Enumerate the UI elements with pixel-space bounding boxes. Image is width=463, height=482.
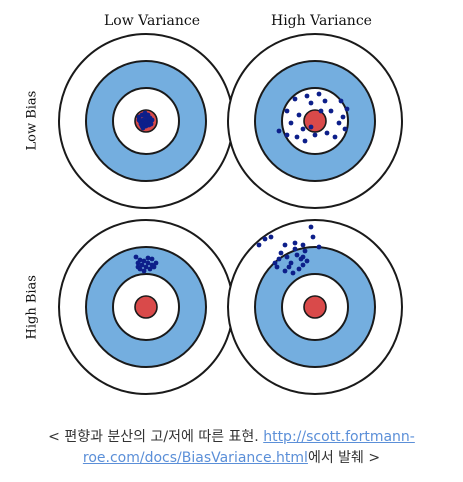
shot-dot	[300, 126, 306, 132]
shot-dot	[286, 264, 292, 270]
shot-dot	[140, 125, 146, 131]
caption: < 편향과 분산의 고/저에 따른 표현. http://scott.fortm…	[0, 427, 463, 469]
shot-dot	[344, 106, 350, 112]
shot-dot	[292, 246, 298, 252]
shot-dot	[328, 108, 334, 114]
shot-dot	[147, 266, 153, 272]
shot-dot	[296, 112, 302, 118]
bullseye	[303, 295, 327, 319]
shot-dot	[294, 252, 300, 258]
shot-dot	[300, 262, 306, 268]
target-high-bias-low-variance	[58, 219, 234, 395]
shot-dot	[296, 266, 302, 272]
shot-dot	[318, 108, 324, 114]
shot-dot	[284, 132, 290, 138]
shot-dot	[282, 242, 288, 248]
shot-dot	[153, 260, 159, 266]
shot-dot	[149, 117, 155, 123]
shot-dot	[336, 120, 342, 126]
shot-dot	[135, 264, 141, 270]
shot-dot	[145, 255, 151, 261]
shot-dot	[276, 256, 282, 262]
shot-dot	[316, 91, 322, 97]
bullseye	[134, 295, 158, 319]
shot-dot	[139, 262, 145, 268]
shot-dot	[304, 93, 310, 99]
shot-dot	[282, 268, 288, 274]
shot-dot	[290, 270, 296, 276]
shot-dot	[272, 260, 278, 266]
shot-dot	[284, 254, 290, 260]
shot-dot	[256, 242, 262, 248]
shot-dot	[141, 268, 147, 274]
shot-dot	[284, 108, 290, 114]
shot-dot	[340, 114, 346, 120]
shot-dot	[288, 260, 294, 266]
shot-dot	[298, 256, 304, 262]
shot-dot	[294, 134, 300, 140]
shot-dot	[268, 234, 274, 240]
source-link-part2[interactable]: roe.com/docs/BiasVariance.html	[82, 450, 308, 466]
shot-dot	[300, 242, 306, 248]
shot-dot	[148, 121, 154, 127]
shot-dot	[149, 256, 155, 262]
shot-dot	[151, 264, 157, 270]
shot-dot	[308, 124, 314, 130]
shot-dot	[302, 248, 308, 254]
caption-prefix: < 편향과 분산의 고/저에 따른 표현.	[48, 429, 264, 445]
shot-dot	[288, 120, 294, 126]
shot-dot	[308, 224, 314, 230]
shot-dot	[342, 126, 348, 132]
shot-dot	[332, 134, 338, 140]
shot-dot	[141, 258, 147, 264]
column-title-low-variance: Low Variance	[104, 13, 200, 29]
column-title-high-variance: High Variance	[271, 13, 372, 29]
bullseye	[303, 109, 327, 133]
shot-dot	[145, 260, 151, 266]
shot-dot	[292, 240, 298, 246]
shot-dot	[136, 117, 142, 123]
target-low-bias-low-variance	[58, 33, 234, 209]
shot-dot	[312, 132, 318, 138]
shot-dot	[262, 236, 268, 242]
shot-dot	[308, 100, 314, 106]
shot-dot	[142, 110, 148, 116]
shot-dot	[338, 98, 344, 104]
targets-svg	[58, 33, 403, 395]
shot-dot	[143, 264, 149, 270]
shot-dot	[316, 244, 322, 250]
shot-dot	[310, 234, 316, 240]
shot-dot	[292, 96, 298, 102]
shot-dot	[135, 260, 141, 266]
shot-dot	[133, 254, 139, 260]
shot-dot	[322, 98, 328, 104]
shot-dot	[140, 117, 146, 123]
shot-dot	[324, 130, 330, 136]
shot-dot	[278, 250, 284, 256]
shot-dot	[304, 258, 310, 264]
shot-dot	[302, 138, 308, 144]
target-low-bias-high-variance	[227, 33, 403, 209]
shot-dot	[276, 128, 282, 134]
target-high-bias-high-variance	[227, 219, 403, 395]
source-link-part1[interactable]: http://scott.fortmann-	[263, 429, 415, 445]
shot-dot	[274, 264, 280, 270]
caption-suffix: 에서 발췌 >	[307, 450, 381, 466]
